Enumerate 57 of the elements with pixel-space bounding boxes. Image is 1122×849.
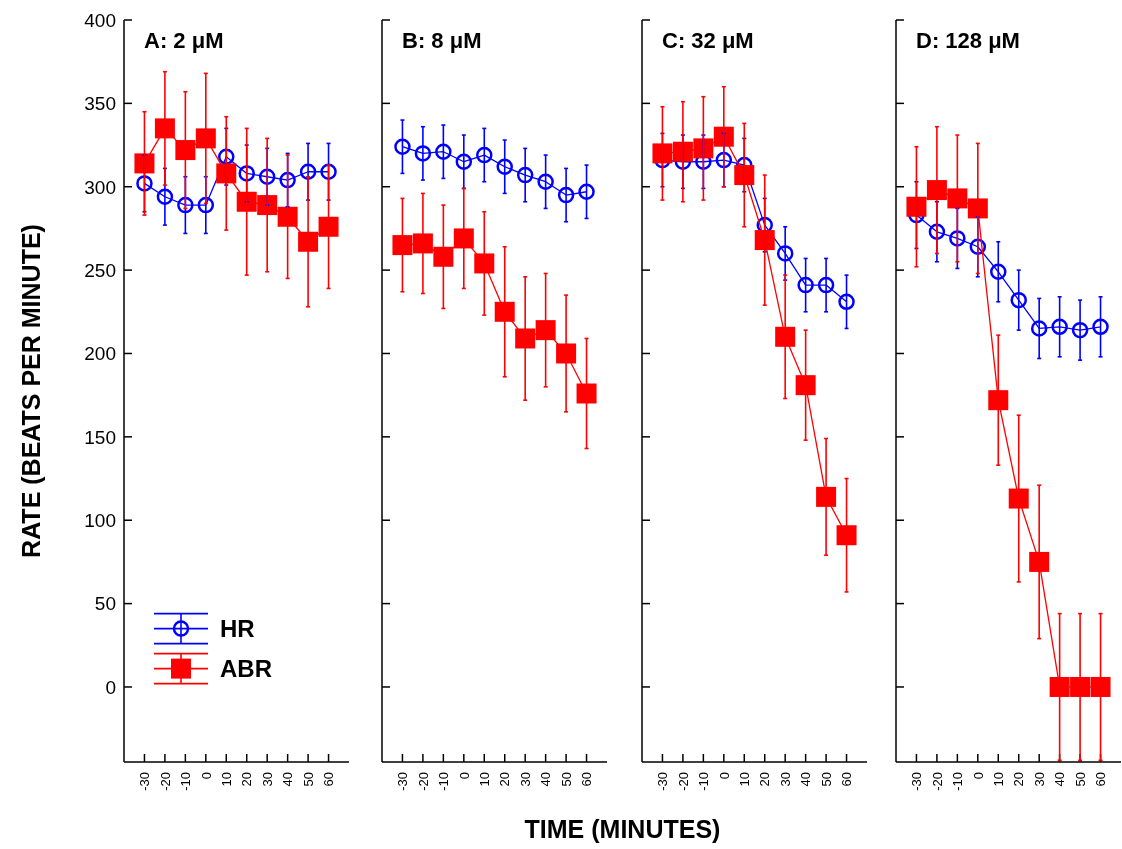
x-tick-label: 0 (198, 772, 214, 780)
x-tick-label: 0 (716, 772, 732, 780)
x-tick-label: 20 (239, 772, 255, 787)
y-axis-title: RATE (BEATS PER MINUTE) (17, 224, 45, 558)
x-tick-label: 40 (798, 772, 814, 787)
x-tick-label: -20 (675, 772, 691, 791)
chart-title: B: 8 μM (402, 28, 482, 53)
x-tick-label: 30 (777, 772, 793, 787)
y-tick-label: 400 (84, 9, 116, 31)
legend-label: ABR (220, 655, 272, 683)
legend-label: HR (220, 615, 255, 643)
x-tick-label: -10 (178, 772, 194, 791)
x-axis-title: TIME (MINUTES) (524, 815, 721, 843)
x-tick-label: -30 (395, 772, 411, 791)
x-tick-label: 20 (757, 772, 773, 787)
x-tick-label: -30 (909, 772, 925, 791)
x-tick-label: 10 (990, 772, 1006, 787)
x-tick-label: 30 (259, 772, 275, 787)
x-tick-label: 60 (839, 772, 855, 787)
x-tick-label: 60 (579, 772, 595, 787)
x-tick-label: 60 (1093, 772, 1109, 787)
x-tick-label: -30 (655, 772, 671, 791)
y-tick-label: 250 (84, 259, 116, 281)
x-tick-label: 40 (1052, 772, 1068, 787)
y-tick-label: 150 (84, 426, 116, 448)
x-tick-label: 50 (300, 772, 316, 787)
x-tick-label: -10 (696, 772, 712, 791)
x-tick-label: 10 (736, 772, 752, 787)
x-tick-label: 20 (497, 772, 513, 787)
x-tick-label: -20 (929, 772, 945, 791)
chart-title: A: 2 μM (144, 28, 224, 53)
x-tick-label: 50 (558, 772, 574, 787)
y-tick-label: 100 (84, 510, 116, 532)
x-tick-label: -20 (157, 772, 173, 791)
x-tick-label: 40 (538, 772, 554, 787)
x-tick-label: 60 (321, 772, 337, 787)
x-tick-label: -30 (137, 772, 153, 791)
x-tick-label: 10 (218, 772, 234, 787)
x-tick-label: 30 (517, 772, 533, 787)
y-tick-label: 50 (94, 593, 116, 615)
x-tick-label: 50 (818, 772, 834, 787)
chart-title: D: 128 μM (916, 28, 1020, 53)
x-tick-label: -10 (436, 772, 452, 791)
x-tick-label: -20 (415, 772, 431, 791)
y-tick-label: 300 (84, 176, 116, 198)
y-tick-label: 200 (84, 343, 116, 365)
x-tick-label: 10 (476, 772, 492, 787)
x-tick-label: 50 (1072, 772, 1088, 787)
y-tick-label: 0 (105, 676, 116, 698)
x-tick-label: 20 (1011, 772, 1027, 787)
chart-title: C: 32 μM (662, 28, 754, 53)
x-tick-label: 40 (280, 772, 296, 787)
x-tick-label: -10 (950, 772, 966, 791)
x-tick-label: 0 (456, 772, 472, 780)
y-tick-label: 350 (84, 93, 116, 115)
x-tick-label: 0 (970, 772, 986, 780)
x-tick-label: 30 (1031, 772, 1047, 787)
